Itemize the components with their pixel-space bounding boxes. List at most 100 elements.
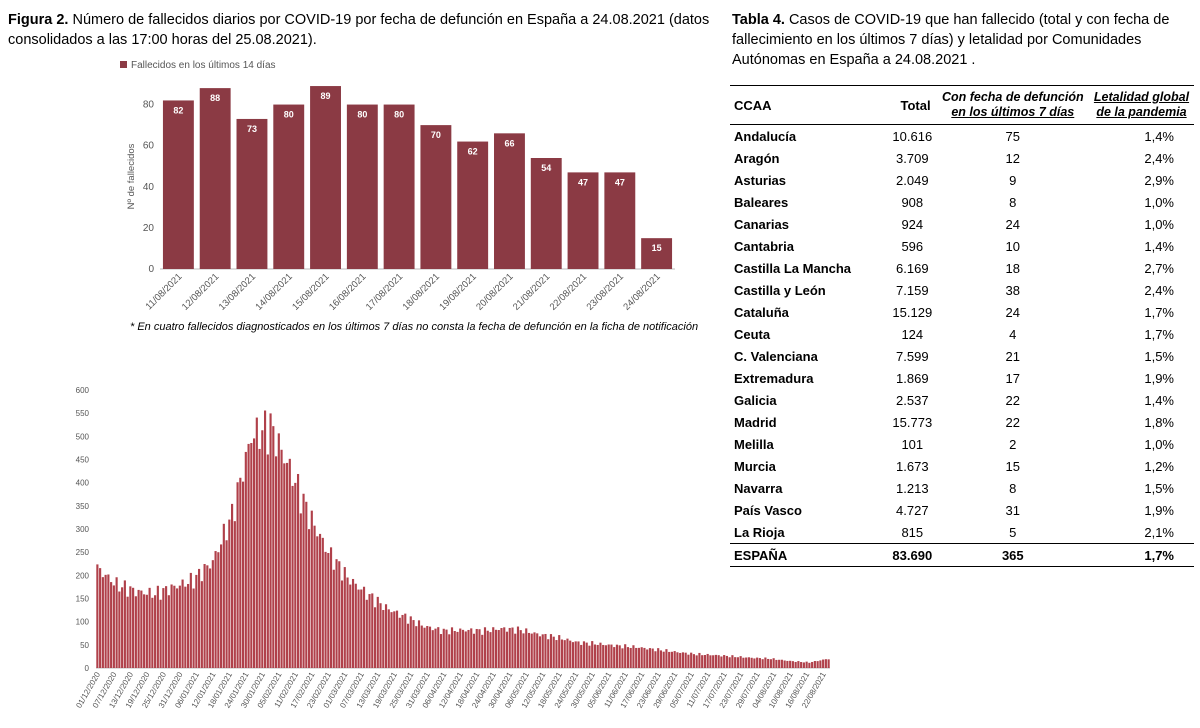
bar	[199, 88, 231, 269]
cell-last7: 9	[1009, 172, 1017, 188]
bar	[437, 627, 440, 668]
bar	[461, 629, 465, 668]
bar	[714, 654, 717, 668]
bar	[148, 587, 151, 668]
bar	[222, 523, 225, 668]
bar	[643, 647, 646, 668]
bar	[599, 642, 602, 668]
bar	[750, 657, 753, 668]
bar	[203, 564, 206, 668]
bar	[442, 628, 445, 668]
bar	[426, 626, 429, 668]
bar	[428, 626, 432, 668]
bar	[154, 595, 157, 668]
bar	[132, 587, 135, 668]
bar	[269, 413, 272, 668]
y-tick-label: 600	[76, 386, 90, 395]
bar	[321, 537, 324, 668]
bar	[318, 533, 322, 668]
cell-letalidad: 2,4%	[1144, 282, 1174, 298]
bar	[635, 647, 638, 668]
bar	[753, 658, 756, 668]
table-row: La Rioja 815 5 2,1%	[730, 521, 1194, 544]
bar	[211, 560, 214, 668]
cell-total: 596	[901, 238, 924, 254]
bar	[580, 644, 583, 668]
bar	[398, 617, 401, 668]
cell-total: 924	[901, 216, 924, 232]
bar	[453, 630, 456, 668]
table-row: Aragón 3.709 12 2,4%	[730, 147, 1194, 169]
bar-value-label: 82	[173, 105, 183, 115]
bar	[140, 590, 143, 668]
bar	[165, 586, 168, 668]
bar	[593, 644, 597, 668]
table-row: Melilla 101 2 1,0%	[730, 433, 1194, 455]
cell-name: Cantabria	[734, 238, 794, 254]
cell-name: ESPAÑA	[730, 543, 888, 567]
bar	[610, 644, 613, 668]
cell-total: 124	[901, 326, 924, 342]
cell-last7: 75	[1005, 128, 1021, 144]
bar	[467, 629, 470, 668]
bar	[255, 417, 258, 668]
bar	[384, 604, 388, 668]
bar	[489, 632, 492, 668]
bar	[187, 583, 190, 668]
table-row: Baleares 908 8 1,0%	[730, 191, 1194, 213]
bar	[167, 595, 170, 668]
bar	[379, 603, 382, 668]
bar	[519, 630, 522, 668]
bar	[530, 633, 533, 668]
bar	[767, 658, 770, 668]
bar	[393, 611, 396, 668]
bar-value-label: 54	[541, 163, 551, 173]
bar	[813, 661, 816, 668]
bar	[624, 644, 627, 668]
bar	[588, 645, 591, 668]
cell-total: 4.727	[896, 502, 929, 518]
bar-value-label: 80	[357, 110, 367, 120]
bar	[220, 544, 223, 668]
bar	[415, 626, 418, 668]
cell-last7: 8	[1009, 480, 1017, 496]
bar	[305, 501, 308, 668]
bar	[236, 118, 268, 269]
bar	[258, 448, 261, 668]
bar	[448, 634, 451, 668]
x-tick-label: 19/08/2021	[437, 271, 478, 312]
bar	[739, 656, 742, 668]
header-last7-line2: en los últimos 7 días	[951, 105, 1075, 119]
bar	[742, 657, 745, 668]
cell-name: País Vasco	[734, 502, 802, 518]
bar	[327, 553, 330, 668]
cell-total: 1.869	[896, 370, 929, 386]
bar	[184, 586, 187, 668]
y-tick-label: 50	[80, 641, 89, 650]
bar	[450, 627, 454, 668]
cell-total: 908	[901, 194, 924, 210]
table-row: Cataluña 15.129 24 1,7%	[730, 301, 1194, 323]
bar	[791, 661, 794, 668]
bar	[277, 433, 280, 668]
chart-footnote: * En cuatro fallecidos diagnosticados en…	[130, 321, 699, 333]
bar	[591, 641, 594, 668]
bar	[555, 640, 558, 668]
table-row: Extremadura 1.869 17 1,9%	[730, 367, 1194, 389]
bar	[602, 644, 605, 668]
bar	[604, 645, 608, 668]
bar	[390, 612, 393, 668]
bar	[604, 172, 636, 269]
bar	[563, 640, 566, 668]
cell-letalidad: 1,5%	[1144, 480, 1174, 496]
bar	[646, 649, 649, 668]
cell-last7: 17	[1005, 370, 1021, 386]
bar	[560, 639, 564, 668]
bar	[338, 561, 341, 668]
cell-total: 2.049	[896, 172, 929, 188]
bar-value-label: 62	[468, 147, 478, 157]
bar	[420, 125, 452, 269]
bar	[503, 627, 506, 668]
bar	[351, 578, 355, 668]
bar	[272, 426, 275, 668]
